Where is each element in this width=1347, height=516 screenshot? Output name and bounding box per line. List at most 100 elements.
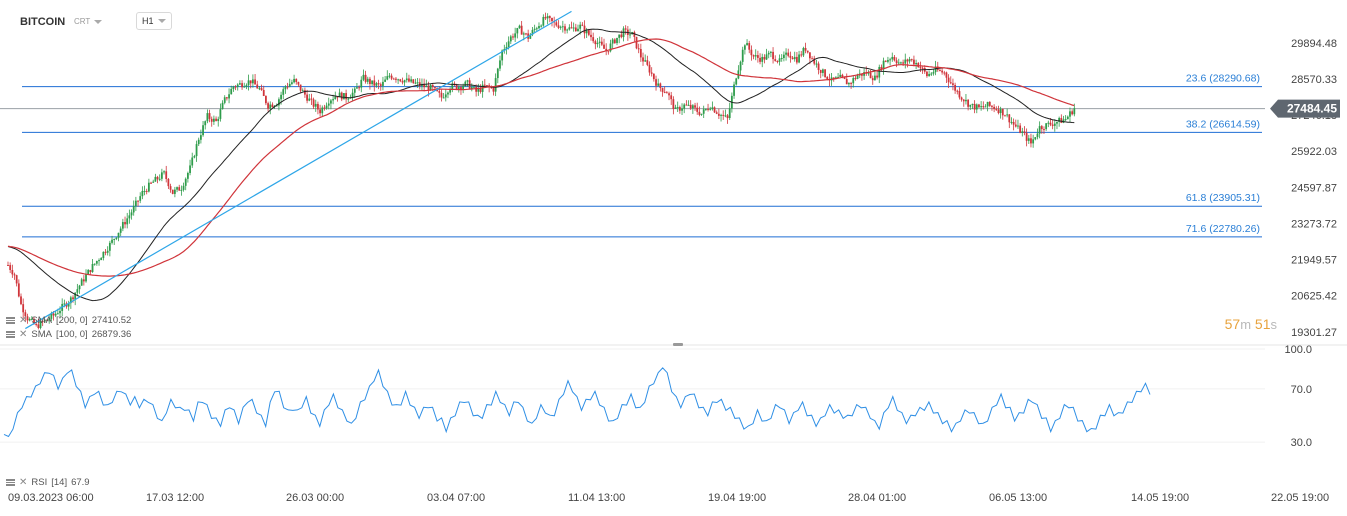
chart-type-dropdown[interactable]: CRT xyxy=(74,17,103,26)
candle xyxy=(236,84,239,88)
candle xyxy=(87,270,90,275)
pane-resize-handle xyxy=(673,343,683,346)
candle xyxy=(1043,129,1045,131)
candle xyxy=(455,84,458,90)
timeframe-dropdown[interactable]: H1 xyxy=(136,12,172,30)
candle xyxy=(891,56,894,60)
candle xyxy=(804,47,807,51)
sma200-params: [200, 0] xyxy=(55,315,88,326)
candle xyxy=(375,83,378,86)
sma200-line xyxy=(7,38,1075,277)
candle xyxy=(267,103,269,109)
candle xyxy=(282,89,285,95)
candle xyxy=(754,55,757,57)
candle xyxy=(431,84,434,88)
candle xyxy=(297,82,300,85)
candle xyxy=(191,157,194,166)
candle xyxy=(973,103,976,110)
candle xyxy=(704,108,707,110)
candle xyxy=(941,70,944,73)
candle xyxy=(774,59,777,62)
candle xyxy=(698,111,701,115)
candle xyxy=(217,118,220,122)
candle xyxy=(470,87,473,89)
menu-icon[interactable] xyxy=(6,479,15,486)
candle xyxy=(520,25,523,35)
candle xyxy=(299,84,302,91)
candle xyxy=(1001,108,1004,116)
rsi-legend: ✕ RSI [14] 67.9 xyxy=(6,477,90,488)
candle xyxy=(869,72,872,79)
candle xyxy=(707,108,709,110)
candle xyxy=(897,62,900,64)
candle xyxy=(427,85,430,91)
candle xyxy=(1066,116,1069,120)
candle xyxy=(475,86,478,92)
symbol-label[interactable]: BITCOIN xyxy=(20,16,66,28)
candle xyxy=(683,104,686,109)
candle xyxy=(30,318,33,320)
candle xyxy=(1071,111,1074,115)
candle xyxy=(85,274,87,282)
candle xyxy=(999,108,1002,114)
candle xyxy=(980,106,983,108)
candle xyxy=(822,69,824,73)
candle xyxy=(219,109,222,119)
candle xyxy=(206,113,209,122)
candle xyxy=(9,265,12,270)
candle xyxy=(245,85,248,87)
candle xyxy=(928,73,931,77)
candle xyxy=(258,88,261,90)
sma200-value: 27410.52 xyxy=(91,315,132,326)
x-tick-label: 22.05 19:00 xyxy=(1271,492,1329,504)
candle xyxy=(150,182,152,184)
menu-icon[interactable] xyxy=(6,331,15,338)
close-icon[interactable]: ✕ xyxy=(19,477,28,488)
menu-icon[interactable] xyxy=(6,317,15,324)
candle xyxy=(141,190,144,197)
candle xyxy=(124,222,126,225)
close-icon[interactable]: ✕ xyxy=(19,329,28,340)
candle xyxy=(802,47,805,56)
candle xyxy=(564,26,566,31)
candle xyxy=(1004,115,1006,117)
candle xyxy=(711,107,714,109)
rsi-params: [14] xyxy=(51,477,68,488)
x-tick-label: 03.04 07:00 xyxy=(427,492,485,504)
candle xyxy=(832,77,835,79)
candle xyxy=(460,87,462,90)
candle xyxy=(39,320,42,328)
candle xyxy=(325,105,328,109)
candle xyxy=(91,264,94,273)
candle xyxy=(54,313,57,316)
candle xyxy=(958,91,961,98)
candle xyxy=(1006,114,1009,116)
candle xyxy=(156,176,159,180)
candle xyxy=(713,107,716,113)
candle xyxy=(596,42,599,45)
candle xyxy=(408,78,410,82)
candle xyxy=(611,39,614,44)
candle xyxy=(952,83,954,85)
candle xyxy=(176,187,178,190)
candle xyxy=(243,86,246,88)
candle xyxy=(56,313,59,315)
candle xyxy=(369,78,371,85)
candle xyxy=(668,93,670,96)
candle xyxy=(366,78,369,82)
chart-type-label: CRT xyxy=(74,17,91,26)
candle xyxy=(184,178,187,186)
candle xyxy=(850,83,852,85)
candle xyxy=(334,96,337,100)
candle xyxy=(293,78,295,83)
candle xyxy=(173,189,176,194)
candle xyxy=(392,78,395,80)
candle xyxy=(390,75,393,79)
candle xyxy=(356,87,358,89)
close-icon[interactable]: ✕ xyxy=(19,315,28,326)
candle xyxy=(401,81,404,83)
candle xyxy=(208,113,211,119)
candle xyxy=(904,59,907,64)
candle xyxy=(839,74,842,77)
